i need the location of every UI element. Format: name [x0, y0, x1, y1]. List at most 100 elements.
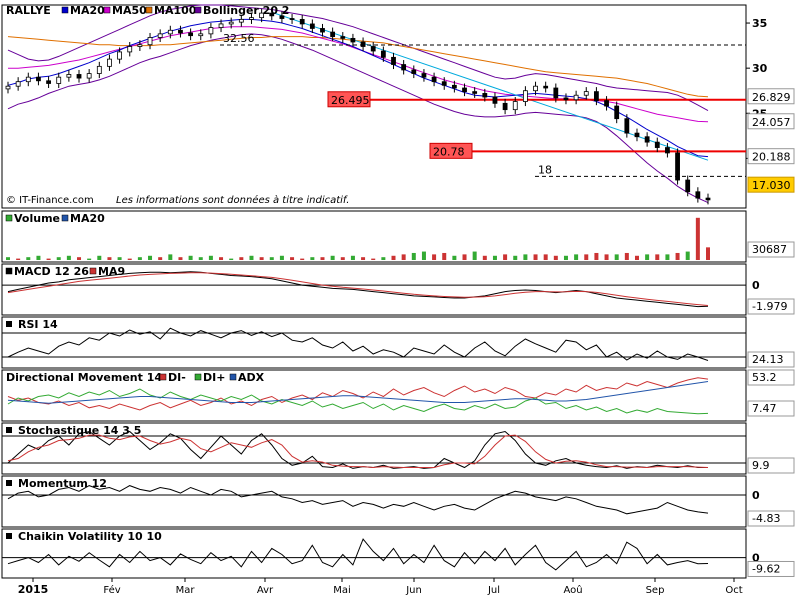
candle-body-41: [421, 73, 427, 78]
volume-bar-17: [178, 257, 183, 260]
volume-bar-55: [563, 255, 568, 260]
momentum-title: Momentum 12: [18, 477, 107, 490]
momentum-last-value: -4.83: [752, 512, 780, 525]
candle-body-51: [522, 90, 528, 102]
rsi-panel-frame: [1, 316, 747, 369]
xtick-label-3: Avr: [257, 585, 274, 596]
rsi-last-value: 24.13: [752, 353, 784, 366]
volume-bar-21: [219, 257, 224, 260]
candle-body-1: [15, 81, 21, 87]
volume-bar-53: [543, 254, 548, 260]
ma100-line: [7, 36, 709, 98]
volume-bar-59: [604, 254, 609, 260]
stochastic-series-0: [7, 430, 708, 469]
volume-bar-61: [624, 252, 629, 260]
dmi-last-value-0-box: [747, 369, 795, 386]
candle-body-66: [675, 152, 680, 181]
xtick-label-8: Sep: [646, 585, 665, 596]
price-last-value-3: 17.030: [752, 179, 791, 192]
volume-bar-28: [290, 257, 295, 260]
volume-bar-60: [614, 254, 619, 260]
candle-body-53: [543, 85, 549, 89]
candle-body-43: [441, 81, 447, 86]
candle-body-30: [309, 23, 315, 29]
candle-body-8: [86, 73, 92, 79]
volume-bar-49: [503, 254, 508, 260]
candle-body-38: [391, 56, 396, 65]
volume-legend-swatch-1: [61, 214, 69, 222]
dmi-series-2: [7, 381, 709, 404]
volume-bar-20: [208, 255, 213, 260]
candle-body-5: [56, 76, 62, 84]
price-ytick-label-0: 35: [752, 17, 767, 30]
volume-bar-46: [472, 251, 477, 260]
candle-body-26: [269, 12, 275, 17]
volume-bar-42: [432, 254, 437, 260]
macd-legend-label-0: MACD 12 26: [14, 265, 89, 278]
level-label-3: 18: [538, 163, 552, 176]
volume-bar-31: [320, 257, 325, 260]
price-last-value-1: 24.057: [752, 116, 791, 129]
volume-bar-69: [706, 247, 710, 260]
dmi-legend-swatch-2: [229, 373, 237, 381]
dmi-legend-label-1: DI+: [203, 371, 225, 384]
candle-body-3: [36, 76, 41, 82]
volume-bar-39: [401, 254, 406, 260]
price-ytick-label-1: 30: [752, 62, 768, 75]
macd-series-1: [7, 272, 709, 306]
bollinger-lower-line: [7, 33, 709, 204]
candle-body-16: [167, 29, 173, 35]
volume-bar-29: [300, 258, 305, 260]
volume-last-value-box: [747, 241, 795, 258]
xtick-label-4: Mai: [333, 585, 351, 596]
chaikin-legend-swatch: [6, 533, 12, 539]
xtick-label-9: Oct: [725, 585, 742, 596]
rsi-legend-swatch: [6, 321, 12, 327]
volume-bar-25: [259, 257, 264, 260]
volume-bar-34: [350, 255, 355, 260]
volume-bar-44: [452, 255, 457, 260]
price-last-value-box-1: [747, 113, 795, 130]
candle-body-10: [107, 58, 112, 67]
price-legend-swatch-0: [61, 6, 69, 14]
dmi-legend-swatch-1: [194, 373, 202, 381]
xtick-label-2: Mar: [176, 585, 196, 596]
candle-body-67: [685, 179, 691, 193]
candle-body-32: [330, 31, 336, 37]
level-label-0: 32.56: [223, 32, 255, 45]
volume-bar-12: [127, 258, 132, 260]
volume-bar-67: [685, 251, 690, 260]
volume-bar-50: [513, 255, 518, 260]
candle-body-27: [279, 15, 285, 19]
candle-body-21: [218, 23, 224, 28]
volume-legend-label-1: MA20: [70, 212, 105, 225]
xtick-label-5: Jun: [405, 585, 422, 596]
price-last-value-0: 26.829: [752, 91, 791, 104]
candle-body-57: [583, 91, 589, 96]
candle-body-59: [604, 100, 609, 107]
candle-body-68: [695, 191, 701, 199]
candle-body-37: [380, 50, 386, 58]
dmi-last-value-1-box: [747, 400, 795, 417]
volume-bar-27: [279, 255, 284, 260]
volume-bar-36: [371, 258, 376, 260]
credit-text: © IT-Finance.com: [6, 195, 94, 206]
candle-body-45: [462, 87, 467, 93]
candle-body-39: [401, 64, 407, 71]
macd-last-value-box: [747, 298, 795, 315]
volume-bar-26: [269, 257, 274, 260]
volume-bar-10: [107, 257, 112, 260]
volume-bar-5: [56, 257, 61, 260]
dmi-last-value-0: 53.2: [752, 371, 777, 384]
volume-panel-frame: [1, 210, 747, 263]
price-legend-swatch-3: [194, 6, 202, 14]
macd-series-0: [7, 271, 709, 308]
macd-legend-swatch-1: [89, 267, 97, 275]
volume-bar-40: [411, 252, 416, 260]
candle-body-40: [411, 69, 417, 74]
candle-body-64: [654, 141, 660, 148]
candle-body-25: [259, 12, 265, 19]
momentum-ytick-label-0: 0: [752, 489, 760, 502]
candle-body-36: [370, 46, 376, 52]
